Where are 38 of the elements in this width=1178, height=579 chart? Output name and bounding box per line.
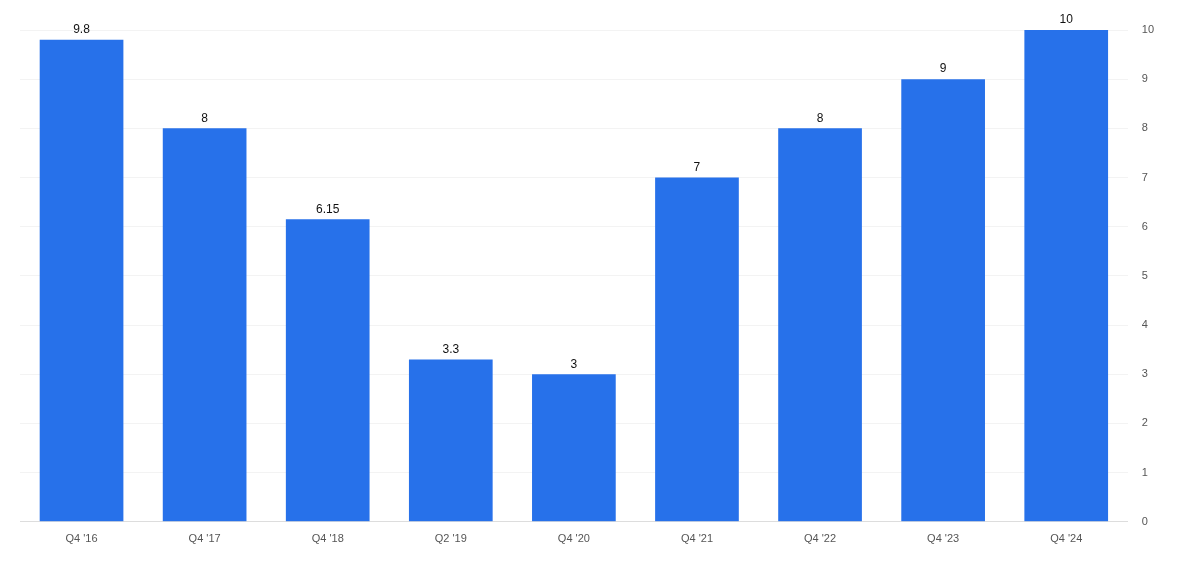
bar (162, 128, 247, 522)
y-tick-label: 2 (1141, 416, 1148, 429)
y-tick-label: 9 (1141, 72, 1148, 85)
data-label: 3.3 (442, 341, 460, 356)
x-tick-label: Q4 '18 (311, 532, 344, 545)
x-tick-label: Q2 '19 (434, 532, 467, 545)
y-tick-label: 4 (1141, 318, 1148, 331)
y-tick-label: 3 (1141, 367, 1148, 380)
data-label: 9.8 (73, 22, 91, 37)
y-tick-label: 0 (1141, 514, 1148, 527)
bar (901, 79, 985, 522)
bar (655, 177, 739, 522)
bar (285, 219, 370, 522)
bar (778, 128, 862, 522)
bar (39, 39, 124, 522)
x-tick-label: Q4 '21 (680, 532, 714, 545)
bar (532, 374, 616, 522)
x-tick-label: Q4 '23 (927, 532, 960, 545)
data-label: 8 (816, 110, 824, 125)
bar (1024, 30, 1109, 522)
x-tick-label: Q4 '20 (557, 532, 590, 545)
data-label: 6.15 (316, 201, 340, 216)
data-label: 9 (939, 61, 947, 76)
data-label: 7 (693, 159, 701, 174)
x-tick-label: Q4 '24 (1050, 532, 1083, 545)
data-label: 3 (570, 356, 578, 371)
x-tick-label: Q4 '22 (804, 532, 837, 545)
bar (408, 359, 493, 522)
x-tick-label: Q4 '16 (65, 532, 98, 545)
data-label: 10 (1059, 12, 1074, 27)
x-tick-label: Q4 '17 (188, 532, 221, 545)
y-tick-label: 1 (1141, 465, 1148, 478)
data-label: 8 (201, 110, 209, 125)
y-tick-label: 8 (1141, 121, 1148, 134)
y-tick-label: 10 (1141, 23, 1155, 36)
y-tick-label: 6 (1141, 219, 1148, 232)
y-tick-label: 5 (1141, 268, 1148, 281)
y-tick-label: 7 (1141, 170, 1148, 183)
